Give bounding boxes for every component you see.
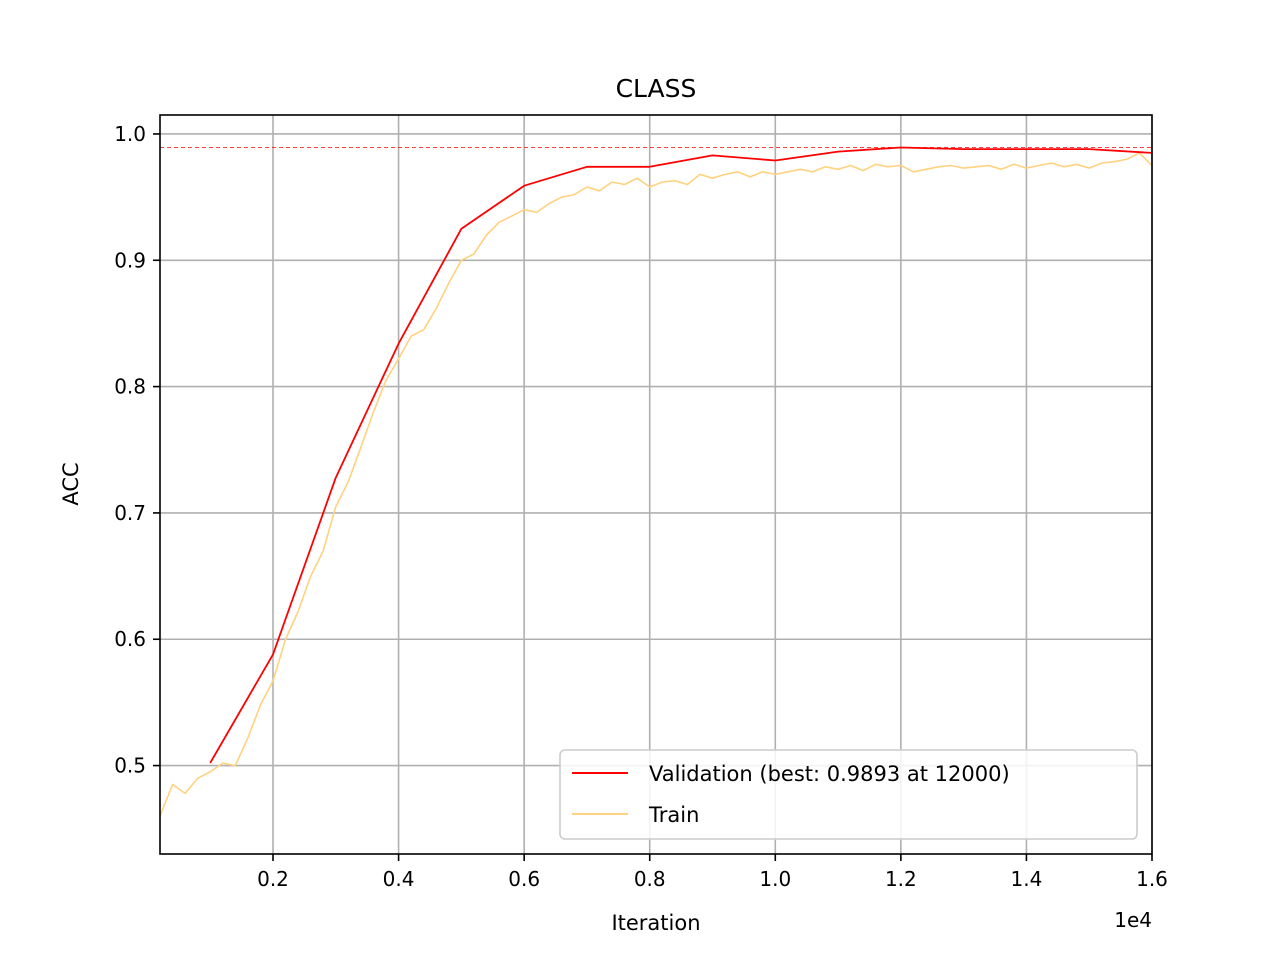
legend-label-validation: Validation (best: 0.9893 at 12000) [649,762,1010,786]
y-tick-label: 0.5 [114,754,146,778]
legend-box [559,749,1138,840]
train-line [159,152,1153,817]
x-tick-label: 1.0 [759,867,791,891]
x-tick-label: 0.4 [383,867,415,891]
x-tick-label: 0.8 [634,867,666,891]
chart-title: CLASS [616,74,697,103]
y-axis-label: ACC [59,462,83,505]
y-tick-label: 0.9 [114,248,146,272]
x-axis-label: Iteration [611,911,700,935]
plot-frame [159,114,1153,855]
legend-label-train: Train [648,803,699,827]
x-tick-label: 1.2 [885,867,917,891]
x-tick-label: 0.2 [257,867,289,891]
y-axis-ticks: 0.5 0.6 0.7 0.8 0.9 1.0 [114,122,160,778]
validation-line [209,146,1153,764]
y-tick-label: 0.8 [114,375,146,399]
legend: Validation (best: 0.9893 at 12000) Train [559,749,1138,840]
y-tick-label: 0.6 [114,627,146,651]
y-tick-label: 1.0 [114,122,146,146]
series-layer [159,146,1153,817]
x-tick-label: 1.4 [1011,867,1043,891]
x-tick-label: 0.6 [508,867,540,891]
x-tick-label: 1.6 [1136,867,1168,891]
y-tick-label: 0.7 [114,501,146,525]
x-axis-ticks: 0.2 0.4 0.6 0.8 1.0 1.2 1.4 1.6 [257,854,1168,891]
x-axis-offset-text: 1e4 [1114,908,1152,932]
